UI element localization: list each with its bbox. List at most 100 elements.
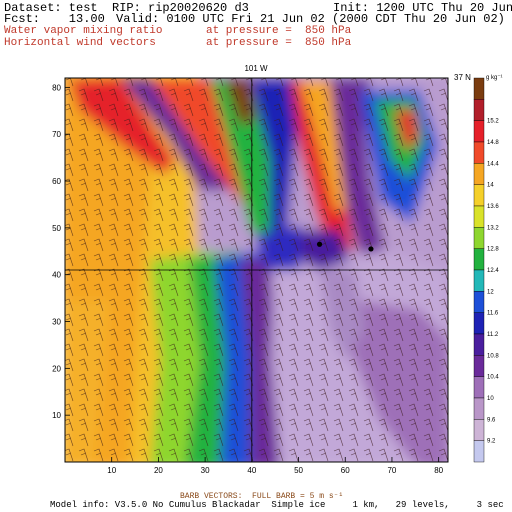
wind-barb	[138, 283, 149, 297]
wind-barb	[78, 433, 89, 447]
wind-barb	[273, 418, 284, 432]
wind-barb	[318, 313, 329, 327]
wind-barb	[438, 433, 448, 447]
wind-barb	[78, 328, 89, 342]
wind-barb	[168, 283, 179, 297]
wind-barb	[65, 373, 74, 387]
wind-barb	[93, 163, 104, 177]
wind-barb	[408, 298, 419, 312]
wind-barb	[138, 433, 149, 447]
wind-barb	[378, 193, 389, 207]
wind-barb	[78, 163, 89, 177]
wind-barb	[273, 298, 284, 312]
wind-barb	[123, 253, 134, 267]
wind-barb	[303, 373, 314, 387]
wind-barb	[153, 298, 164, 312]
wind-barb	[288, 388, 299, 402]
wind-barb	[333, 358, 344, 372]
wind-barb	[363, 283, 374, 297]
wind-barb	[213, 358, 224, 372]
wind-barb	[93, 373, 104, 387]
wind-barb	[423, 373, 434, 387]
wind-barb	[348, 148, 359, 162]
wind-barb	[288, 253, 299, 267]
wind-barb	[213, 298, 224, 312]
wind-barb	[258, 193, 269, 207]
wind-barb	[228, 328, 239, 342]
wind-barb	[378, 373, 389, 387]
wind-barb	[258, 418, 269, 432]
wind-barb	[153, 328, 164, 342]
wind-barb	[93, 328, 104, 342]
wind-barb	[258, 253, 269, 267]
wind-barb	[438, 238, 448, 252]
wind-barb	[393, 343, 404, 357]
wind-barb	[65, 283, 74, 297]
wind-barb	[393, 358, 404, 372]
wind-barb	[153, 343, 164, 357]
wind-barb	[438, 88, 448, 102]
wind-barb	[138, 103, 149, 117]
wind-barb	[65, 343, 74, 357]
wind-barb	[228, 403, 239, 417]
wind-barb	[423, 178, 434, 192]
wind-barb	[333, 148, 344, 162]
wind-barb	[258, 433, 269, 447]
wind-barb	[363, 328, 374, 342]
wind-barb	[438, 223, 448, 237]
wind-barb	[213, 283, 224, 297]
wind-barb	[303, 298, 314, 312]
wind-barb	[168, 103, 179, 117]
wind-barb	[153, 223, 164, 237]
wind-barb	[408, 103, 419, 117]
wind-barb	[138, 373, 149, 387]
wind-barb	[378, 418, 389, 432]
wind-barb	[393, 328, 404, 342]
wind-barb	[288, 178, 299, 192]
wind-barb	[423, 418, 434, 432]
wind-barb	[78, 118, 89, 132]
wind-barb	[333, 283, 344, 297]
wind-barb	[348, 343, 359, 357]
wind-barb	[408, 448, 419, 462]
colorbar-swatch	[473, 120, 485, 143]
wind-barb	[213, 313, 224, 327]
wind-barb	[93, 298, 104, 312]
wind-barb	[183, 343, 194, 357]
wind-barb	[438, 373, 448, 387]
x-tick-label: 10	[107, 466, 116, 475]
wind-barb	[138, 148, 149, 162]
wind-barb	[318, 403, 329, 417]
wind-barb	[228, 223, 239, 237]
wind-barb	[123, 238, 134, 252]
wind-barb	[183, 313, 194, 327]
wind-barb	[303, 223, 314, 237]
forecast-hour: Fcst: 13.00	[4, 12, 105, 26]
wind-barb	[318, 208, 329, 222]
wind-barb	[258, 298, 269, 312]
wind-barb	[303, 328, 314, 342]
wind-barb	[333, 238, 344, 252]
wind-barb	[153, 178, 164, 192]
wind-barb	[363, 403, 374, 417]
wind-barb	[78, 373, 89, 387]
wind-barb	[348, 118, 359, 132]
x-tick-label: 80	[434, 466, 443, 475]
wind-barb	[288, 283, 299, 297]
wind-barb	[348, 403, 359, 417]
wind-barb	[438, 448, 448, 462]
wind-barb	[438, 388, 448, 402]
wind-barb	[423, 253, 434, 267]
wind-barb	[318, 373, 329, 387]
wind-barb	[423, 208, 434, 222]
wind-barb	[408, 208, 419, 222]
wind-barb	[333, 403, 344, 417]
colorbar-swatch	[473, 419, 485, 441]
wind-barb	[228, 283, 239, 297]
wind-barb	[213, 373, 224, 387]
wind-barb	[318, 118, 329, 132]
wind-barb	[198, 163, 209, 177]
wind-barb	[423, 133, 434, 147]
wind-barb	[363, 163, 374, 177]
wind-barb	[153, 133, 164, 147]
